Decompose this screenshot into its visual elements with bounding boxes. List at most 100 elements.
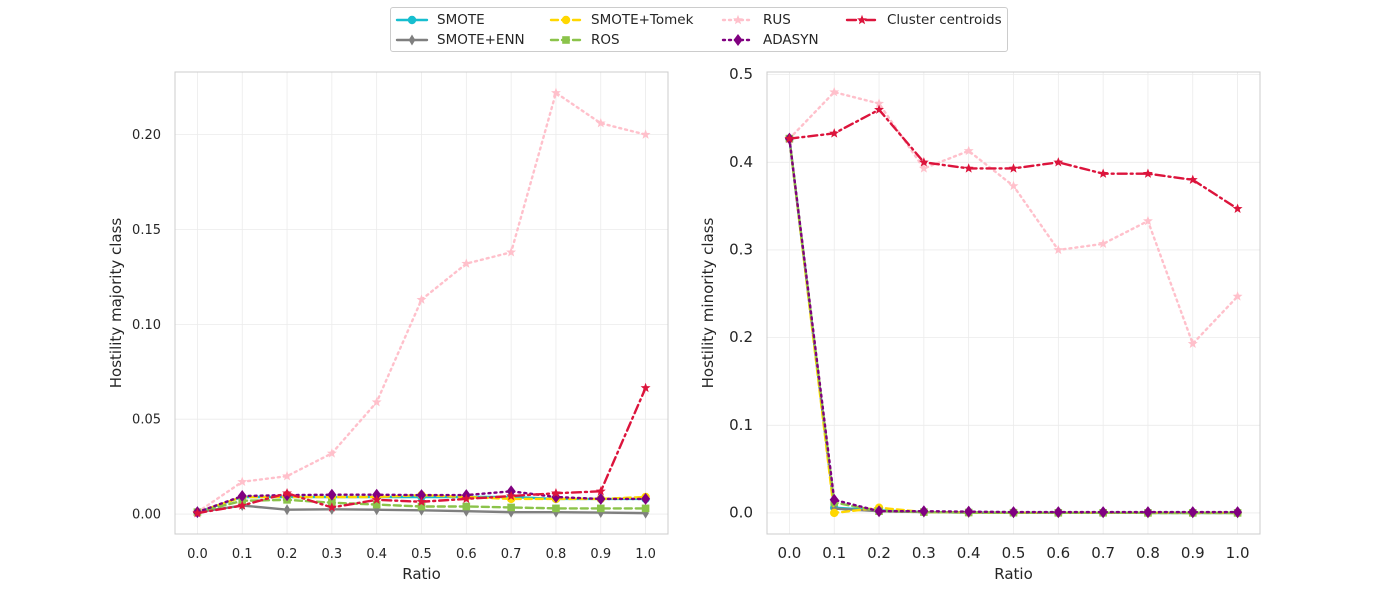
data-point-rus: [595, 118, 606, 128]
data-point-ros: [552, 504, 560, 513]
data-point-adasyn: [596, 492, 606, 505]
legend-label-smote-enn: SMOTE+ENN: [437, 32, 525, 48]
legend-marker: [561, 15, 571, 25]
data-point-cluster-centroids: [1053, 157, 1064, 167]
data-point-rus: [1053, 244, 1064, 255]
y-tick-label: 0.0: [729, 503, 753, 521]
legend-item-cluster-centroids: Cluster centroids: [845, 10, 1002, 30]
data-point-smote-enn: [507, 506, 515, 518]
data-point-adasyn: [919, 505, 929, 518]
x-tick-label: 0.2: [867, 544, 891, 562]
x-tick-label: 0.8: [1136, 544, 1160, 562]
x-tick-label: 0.4: [957, 544, 981, 562]
data-point-adasyn: [874, 505, 884, 518]
data-point-cluster-centroids: [506, 490, 517, 501]
data-point-rus: [326, 448, 337, 458]
legend-label-ros: ROS: [591, 32, 620, 48]
legend-marker: [407, 15, 417, 25]
data-point-cluster-centroids: [282, 488, 292, 498]
y-tick-label: 0.05: [132, 413, 161, 428]
legend-label-smote: SMOTE: [437, 12, 485, 28]
plot-frame: [766, 71, 1261, 535]
legend-swatch-smote: [395, 15, 429, 25]
data-point-rus: [918, 163, 929, 173]
x-tick-label: 1.0: [635, 547, 656, 562]
x-tick-label: 1.0: [1226, 544, 1250, 562]
y-tick-label: 0.10: [132, 318, 161, 333]
data-point-cluster-centroids: [1143, 168, 1153, 178]
data-point-rus: [963, 145, 974, 156]
legend-label-rus: RUS: [763, 12, 791, 28]
data-point-cluster-centroids: [874, 104, 884, 114]
data-point-smote-tomek: [830, 508, 839, 518]
data-point-ros: [417, 502, 426, 511]
y-tick-label: 0.20: [132, 128, 161, 143]
data-point-rus: [416, 294, 427, 304]
data-point-cluster-centroids: [192, 507, 203, 518]
series-cluster-centroids: [784, 104, 1243, 213]
data-point-cluster-centroids: [461, 493, 472, 504]
data-point-cluster-centroids: [963, 163, 974, 173]
x-tick-label: 0.4: [366, 547, 387, 562]
data-point-rus: [282, 470, 292, 481]
y-tick-label: 0.5: [729, 65, 753, 83]
data-point-cluster-centroids: [595, 486, 606, 496]
data-point-cluster-centroids: [784, 133, 795, 143]
x-tick-label: 0.1: [822, 544, 846, 562]
y-tick-label: 0.1: [729, 416, 753, 434]
x-axis-label: Ratio: [402, 565, 441, 583]
data-point-adasyn: [1188, 506, 1198, 519]
legend-item-smote-enn: SMOTE+ENN: [395, 30, 525, 50]
data-point-adasyn: [417, 489, 426, 502]
data-point-rus: [1098, 238, 1109, 249]
data-point-adasyn: [1098, 506, 1108, 519]
x-tick-label: 0.2: [277, 547, 298, 562]
data-point-cluster-centroids: [1098, 168, 1109, 178]
chart-majority-class: 0.0 0.1 0.2 0.3 0.4 0.5 0.6 0.7 0.8 0.9 1.0 0.00 0.0…: [107, 71, 669, 583]
legend-label-smote-tomek: SMOTE+Tomek: [591, 12, 694, 28]
data-point-adasyn: [1053, 506, 1063, 519]
data-point-rus: [1187, 338, 1198, 348]
data-point-ros: [641, 504, 650, 513]
series-adasyn: [192, 485, 651, 519]
data-point-adasyn: [327, 488, 337, 501]
legend-swatch-adasyn: [721, 34, 755, 46]
data-point-cluster-centroids: [1187, 174, 1198, 185]
data-point-rus: [1232, 291, 1243, 301]
legend-item-rus: RUS: [721, 10, 791, 30]
data-point-ros: [372, 500, 381, 509]
grid: [767, 72, 1260, 534]
x-tick-label: 0.7: [501, 547, 522, 562]
x-tick-label: 0.5: [411, 547, 432, 562]
legend-item-smote: SMOTE: [395, 10, 485, 30]
y-axis-label: Hostility minority class: [699, 217, 717, 388]
y-tick-label: 0.4: [729, 153, 753, 171]
legend-item-ros: ROS: [549, 30, 620, 50]
data-point-rus: [829, 86, 840, 97]
legend-item-smote-tomek: SMOTE+Tomek: [549, 10, 693, 30]
series-cluster-centroids: [192, 382, 651, 518]
x-tick-label: 0.0: [187, 547, 208, 562]
data-point-rus: [1143, 215, 1153, 226]
data-point-cluster-centroids: [1008, 163, 1019, 173]
legend-marker: [857, 14, 867, 25]
data-point-cluster-centroids: [551, 488, 561, 498]
data-point-cluster-centroids: [918, 157, 929, 167]
data-point-cluster-centroids: [1232, 203, 1243, 213]
y-tick-label: 0.00: [132, 508, 161, 523]
legend: SMOTE SMOTE+ENN SMOTE+Tomek ROS RUS ADAS…: [390, 7, 1008, 52]
x-tick-label: 0.6: [456, 547, 477, 562]
legend-swatch-ros: [549, 36, 583, 44]
data-point-adasyn: [1143, 506, 1153, 519]
legend-marker: [733, 14, 743, 25]
x-tick-label: 0.5: [1002, 544, 1026, 562]
data-point-cluster-centroids: [416, 496, 427, 506]
legend-label-cluster-centroids: Cluster centroids: [887, 12, 1002, 28]
data-point-ros: [596, 504, 605, 513]
legend-swatch-rus: [721, 14, 755, 25]
y-tick-label: 0.2: [729, 328, 753, 346]
x-tick-label: 0.3: [322, 547, 343, 562]
data-point-smote-enn: [283, 504, 291, 516]
plot-frame: [174, 71, 669, 535]
